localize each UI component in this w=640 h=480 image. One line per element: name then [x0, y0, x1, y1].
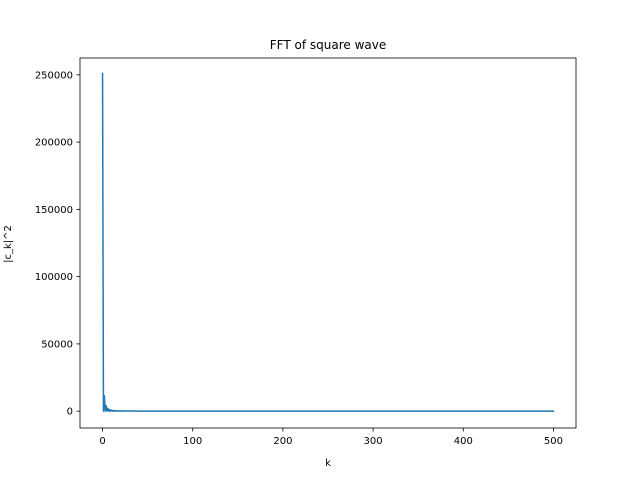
- x-axis-label: k: [325, 458, 331, 469]
- chart-title: FFT of square wave: [270, 38, 386, 52]
- x-tick-label: 300: [364, 436, 383, 447]
- x-tick-label: 500: [544, 436, 563, 447]
- y-tick-label: 200000: [35, 138, 73, 149]
- y-tick-label: 50000: [41, 339, 73, 350]
- axes-frame: [79, 57, 577, 429]
- x-tick-label: 200: [273, 436, 292, 447]
- y-tick-label: 150000: [35, 205, 73, 216]
- x-tick-label: 400: [454, 436, 473, 447]
- y-tick-label: 100000: [35, 272, 73, 283]
- series-line: [101, 72, 555, 412]
- x-tick-label: 0: [99, 436, 105, 447]
- plot-area: [101, 72, 555, 412]
- y-tick-label: 250000: [35, 70, 73, 81]
- x-tick-label: 100: [183, 436, 202, 447]
- y-tick-label: 0: [67, 407, 73, 418]
- x-axis-ticks: 0 100 200 300 400 500: [99, 428, 563, 447]
- y-axis-label: |c_k|^2: [3, 225, 14, 263]
- y-axis-ticks: 0 50000 100000 150000 200000 250000: [35, 70, 80, 418]
